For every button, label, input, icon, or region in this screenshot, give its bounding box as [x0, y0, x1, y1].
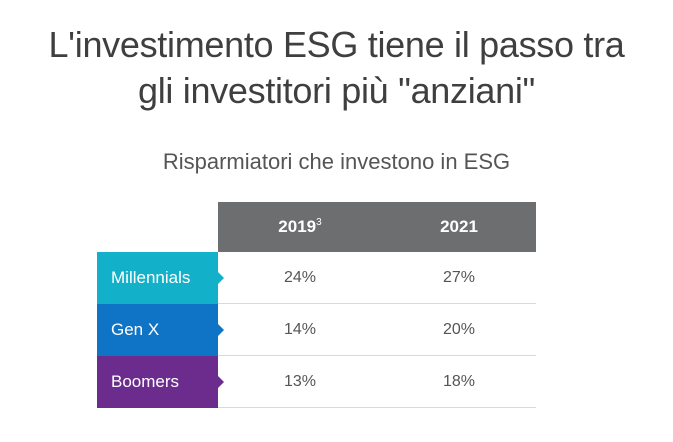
cell-boomers-2021: 18% — [442, 373, 476, 390]
table-subtitle: Risparmiatori che investono in ESG — [162, 149, 511, 174]
cell-millennials-2019: 24% — [283, 269, 317, 286]
column-header-2019: 20193 — [218, 202, 382, 252]
table-header: 20193 2021 — [218, 202, 536, 252]
row-divider — [218, 303, 536, 304]
table-row-millennials: Millennials 24% 27% — [97, 252, 537, 304]
row-label-boomers: Boomers — [97, 356, 224, 408]
cell-boomers-2019: 13% — [283, 373, 317, 390]
column-header-2021-label: 2021 — [440, 217, 478, 236]
cell-millennials-2021: 27% — [442, 269, 476, 286]
row-label-gen-x: Gen X — [97, 304, 224, 356]
cell-gen-x-2021: 20% — [442, 321, 476, 338]
column-header-2021: 2021 — [382, 202, 536, 252]
row-label-millennials: Millennials — [97, 252, 224, 304]
page-title: L'investimento ESG tiene il passo tra gl… — [0, 22, 673, 114]
cell-gen-x-2019: 14% — [283, 321, 317, 338]
title-line-1: L'investimento ESG tiene il passo tra — [48, 24, 625, 65]
table-row-gen-x: Gen X 14% 20% — [97, 304, 537, 356]
footnote-marker: 3 — [316, 217, 322, 228]
title-line-2: gli investitori più "anziani" — [137, 70, 536, 111]
row-divider — [218, 355, 536, 356]
row-divider — [218, 407, 536, 408]
column-header-2019-label: 2019 — [278, 217, 317, 236]
table-row-boomers: Boomers 13% 18% — [97, 356, 537, 408]
